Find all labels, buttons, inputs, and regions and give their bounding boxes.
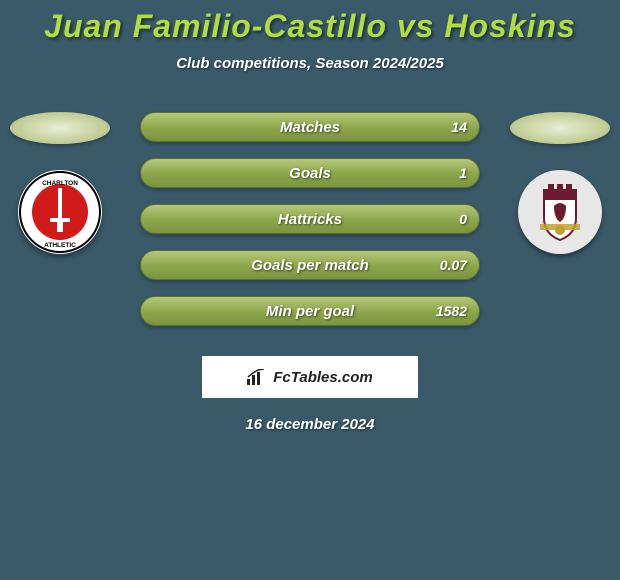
comparison-area: CHARLTON ATHLETIC Matches 14 Goals 1 Hattric… — [0, 112, 620, 326]
left-team-crest: CHARLTON ATHLETIC — [18, 170, 102, 254]
chart-icon — [247, 369, 267, 385]
stat-bar: Goals per match 0.07 — [140, 250, 480, 280]
right-team-crest — [518, 170, 602, 254]
subtitle: Club competitions, Season 2024/2025 — [0, 55, 620, 72]
stat-bar: Matches 14 — [140, 112, 480, 142]
left-team-box: CHARLTON ATHLETIC — [10, 112, 110, 254]
stat-value: 1582 — [436, 303, 467, 319]
date-text: 16 december 2024 — [0, 416, 620, 433]
left-ellipse — [10, 112, 110, 144]
stat-value: 0.07 — [440, 257, 467, 273]
stat-bar: Goals 1 — [140, 158, 480, 188]
stat-value: 1 — [459, 165, 467, 181]
stat-bar: Hattricks 0 — [140, 204, 480, 234]
page-title: Juan Familio-Castillo vs Hoskins — [0, 0, 620, 45]
stat-bar: Min per goal 1582 — [140, 296, 480, 326]
stat-value: 14 — [451, 119, 467, 135]
brand-box: FcTables.com — [202, 356, 418, 398]
svg-text:CHARLTON: CHARLTON — [42, 180, 78, 187]
stat-label: Hattricks — [278, 211, 342, 228]
stat-label: Min per goal — [266, 303, 354, 320]
svg-text:ATHLETIC: ATHLETIC — [44, 242, 76, 249]
stat-label: Goals — [289, 165, 331, 182]
stat-label: Matches — [280, 119, 340, 136]
brand-text: FcTables.com — [273, 369, 372, 386]
stat-value: 0 — [459, 211, 467, 227]
stat-label: Goals per match — [251, 257, 369, 274]
right-ellipse — [510, 112, 610, 144]
stat-bars: Matches 14 Goals 1 Hattricks 0 Goals per match… — [140, 112, 480, 326]
right-team-box — [510, 112, 610, 254]
